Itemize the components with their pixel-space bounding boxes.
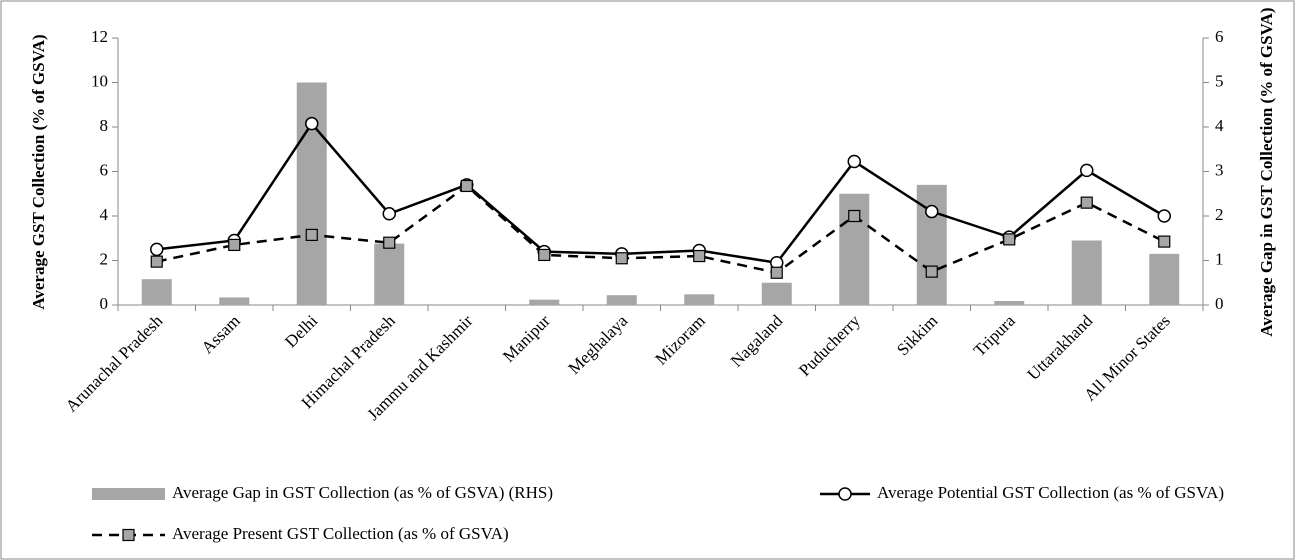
point: [228, 238, 241, 252]
legend-label: Average Gap in GST Collection (as % of G…: [172, 483, 553, 502]
point: [460, 179, 473, 193]
point: [1080, 196, 1093, 209]
bar: [684, 294, 715, 305]
bar: [994, 300, 1025, 305]
legend-swatch: [92, 488, 165, 500]
point: [538, 248, 551, 262]
bar: [296, 82, 327, 305]
point: [305, 228, 318, 242]
y2-axis-title: Average Gap in GST Collection (% of GSVA…: [1257, 7, 1276, 336]
point: [150, 242, 164, 257]
point: [1003, 233, 1016, 246]
point: [1157, 209, 1171, 223]
bar: [141, 279, 172, 305]
point: [770, 266, 783, 279]
point: [615, 252, 628, 265]
legend-label: Average Present GST Collection (as % of …: [172, 524, 509, 543]
y2-tick-label: 3: [1215, 160, 1224, 179]
y-tick-label: 2: [100, 249, 109, 268]
y2-tick-label: 2: [1215, 205, 1224, 224]
y2-tick-label: 4: [1215, 116, 1224, 135]
bar: [374, 243, 405, 305]
bar: [761, 282, 792, 305]
point: [1080, 163, 1094, 178]
point: [1158, 235, 1171, 248]
y-tick-label: 4: [100, 205, 109, 224]
point: [382, 207, 396, 221]
y2-tick-label: 5: [1215, 71, 1224, 90]
legend-marker: [838, 487, 852, 501]
bar: [219, 297, 250, 305]
legend-label: Average Potential GST Collection (as % o…: [877, 483, 1224, 502]
y-tick-label: 10: [91, 71, 108, 90]
y2-tick-label: 0: [1215, 294, 1224, 313]
bar: [916, 184, 947, 305]
point: [848, 209, 861, 223]
point: [305, 116, 319, 131]
y-tick-label: 0: [100, 294, 109, 313]
y-axis-title: Average GST Collection (% of GSVA): [29, 34, 48, 309]
y2-tick-label: 1: [1215, 249, 1224, 268]
point: [383, 236, 396, 249]
y-tick-label: 12: [91, 27, 108, 46]
bar: [606, 295, 637, 305]
legend-marker: [122, 528, 135, 542]
point: [925, 265, 938, 278]
y-tick-label: 6: [100, 160, 109, 179]
y-tick-label: 8: [100, 116, 109, 135]
point: [150, 255, 163, 268]
line: [156, 121, 1165, 265]
point: [925, 204, 939, 219]
point: [847, 154, 861, 169]
line: [156, 184, 1165, 275]
y2-tick-label: 6: [1215, 27, 1224, 46]
bar: [529, 299, 560, 305]
bar: [1071, 240, 1102, 305]
bar: [1149, 253, 1180, 305]
point: [693, 249, 706, 263]
